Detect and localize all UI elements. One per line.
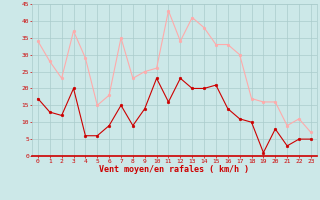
X-axis label: Vent moyen/en rafales ( km/h ): Vent moyen/en rafales ( km/h ) — [100, 165, 249, 174]
